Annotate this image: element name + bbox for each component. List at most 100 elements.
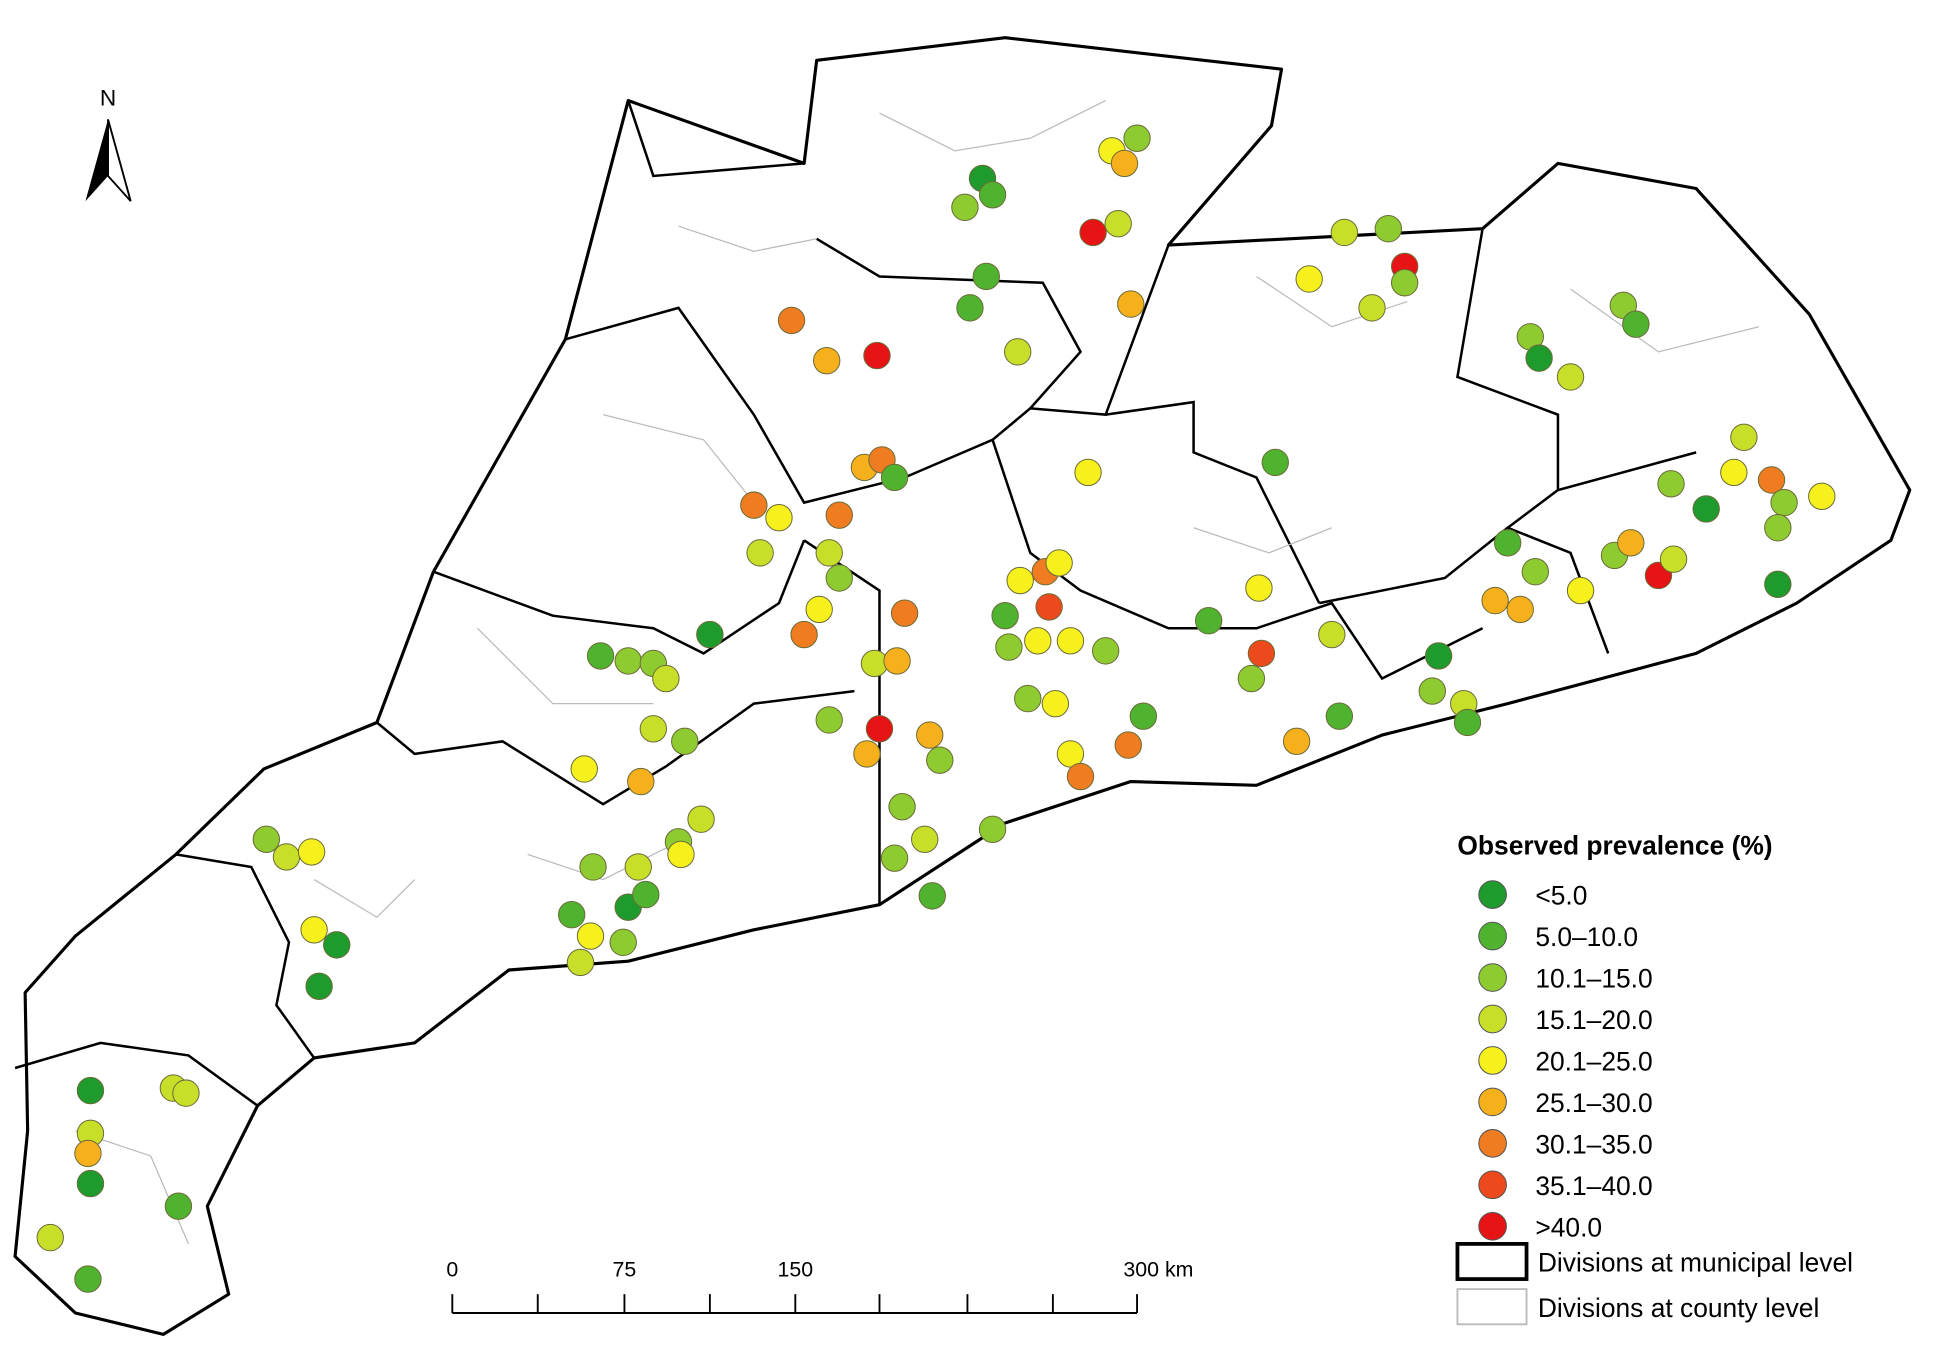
site xyxy=(1358,294,1386,322)
site xyxy=(911,825,939,854)
legend: Observed prevalence (%) Divisions at mun… xyxy=(1455,830,1853,1326)
legend-swatch xyxy=(1478,1087,1507,1117)
site xyxy=(297,838,326,866)
site xyxy=(74,1265,102,1293)
site xyxy=(1521,558,1550,586)
municipal-swatch xyxy=(1455,1242,1529,1281)
site xyxy=(1014,684,1042,713)
site xyxy=(1453,708,1482,737)
site xyxy=(1117,290,1145,318)
site xyxy=(805,595,833,624)
legend-swatch xyxy=(1478,921,1507,951)
site xyxy=(652,664,680,693)
legend-swatch xyxy=(1478,1129,1507,1158)
site xyxy=(639,715,668,743)
site xyxy=(300,916,328,944)
site xyxy=(1764,514,1792,542)
site xyxy=(1770,488,1798,517)
site xyxy=(1114,731,1142,759)
scale-label: 300 km xyxy=(1123,1258,1193,1282)
site xyxy=(1045,549,1073,577)
legend-label: >40.0 xyxy=(1535,1212,1602,1242)
site xyxy=(740,491,768,519)
legend-county: Divisions at county level xyxy=(1538,1293,1819,1323)
legend-swatch xyxy=(1478,880,1507,909)
site xyxy=(1506,595,1534,624)
site xyxy=(1525,344,1553,372)
site xyxy=(1035,593,1063,621)
site xyxy=(272,843,301,871)
site xyxy=(586,642,615,670)
site xyxy=(1659,545,1688,573)
site xyxy=(978,815,1007,843)
site xyxy=(74,1139,102,1168)
site xyxy=(1622,310,1650,338)
site xyxy=(1424,642,1453,670)
site xyxy=(1374,215,1403,243)
site xyxy=(978,181,1007,209)
site xyxy=(865,715,894,743)
site xyxy=(991,601,1019,630)
site xyxy=(1808,482,1836,511)
county-swatch xyxy=(1456,1288,1528,1326)
site xyxy=(1481,586,1509,615)
site xyxy=(746,539,774,567)
site xyxy=(1074,458,1102,487)
site xyxy=(1041,689,1070,718)
site xyxy=(570,755,598,783)
legend-label: 15.1–20.0 xyxy=(1535,1005,1652,1035)
site xyxy=(1330,218,1359,247)
site xyxy=(1261,448,1289,477)
site xyxy=(1194,607,1223,635)
site xyxy=(825,564,853,592)
site xyxy=(172,1079,200,1107)
site xyxy=(883,647,911,675)
site xyxy=(1325,702,1354,730)
site xyxy=(614,647,642,675)
site xyxy=(632,880,660,909)
site xyxy=(825,501,853,529)
north-arrow-right xyxy=(107,119,132,202)
site xyxy=(164,1192,193,1220)
site xyxy=(1003,338,1032,366)
site xyxy=(1757,466,1786,494)
legend-title: Observed prevalence (%) xyxy=(1457,830,1772,860)
site xyxy=(1692,495,1720,523)
site xyxy=(1056,627,1085,655)
site xyxy=(624,853,652,881)
site xyxy=(1237,664,1266,693)
site xyxy=(576,922,605,950)
site xyxy=(951,193,979,222)
site xyxy=(1295,265,1323,293)
site xyxy=(815,706,843,734)
site xyxy=(687,805,715,833)
site xyxy=(557,901,586,929)
legend-label: 5.0–10.0 xyxy=(1535,922,1638,952)
site xyxy=(815,539,843,567)
site xyxy=(1104,209,1132,238)
legend-swatch xyxy=(1478,1211,1507,1241)
site xyxy=(880,844,909,872)
province-outline xyxy=(13,36,1912,1336)
site xyxy=(252,825,281,854)
site xyxy=(790,620,818,649)
site xyxy=(1066,762,1095,791)
site xyxy=(1110,149,1139,178)
site xyxy=(863,341,891,370)
site xyxy=(579,853,607,881)
site xyxy=(1024,627,1052,655)
legend-municipal: Divisions at municipal level xyxy=(1538,1248,1853,1278)
site xyxy=(916,721,944,749)
site xyxy=(918,882,946,910)
site xyxy=(671,727,699,756)
site xyxy=(36,1223,64,1252)
site xyxy=(1079,218,1107,247)
site xyxy=(765,503,793,532)
site xyxy=(1493,529,1522,557)
site xyxy=(888,792,916,821)
legend-swatch xyxy=(1478,963,1507,992)
site xyxy=(972,262,1000,291)
scale-label: 75 xyxy=(613,1258,637,1282)
legend-swatch xyxy=(1478,1004,1507,1034)
